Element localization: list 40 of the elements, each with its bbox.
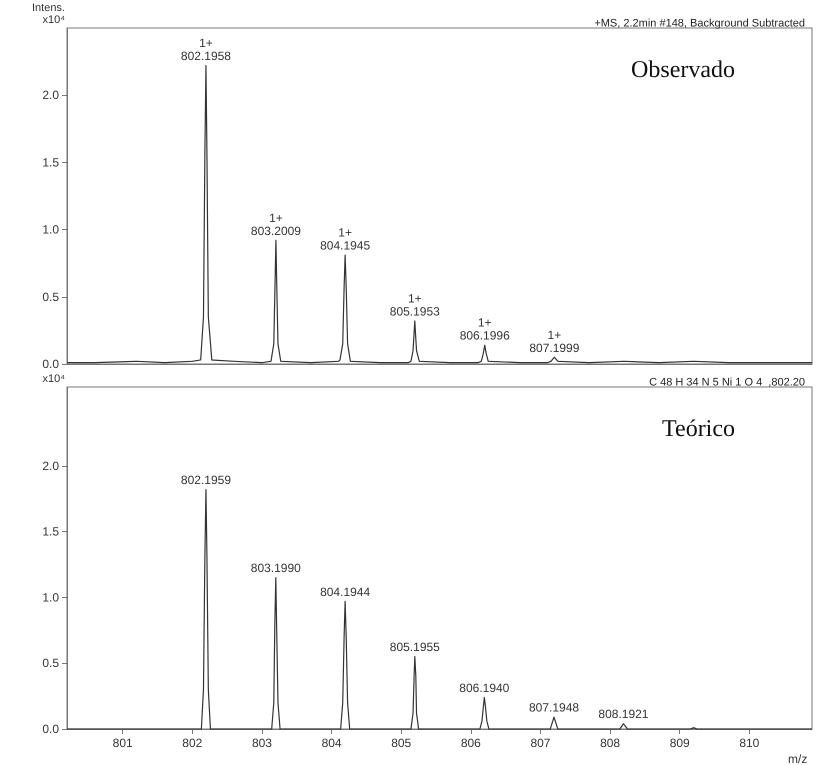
annotation: 808.1921 [598,707,649,722]
chart-subtitle: C 48 H 34 N 5 Ni 1 O 4 ,802.20 [649,376,806,388]
annotation: 802.1959 [180,473,232,488]
x-tick-label: 804 [322,736,342,750]
y-tick-label: 0.0 [42,722,60,736]
y-tick-label: 0.5 [42,290,60,304]
text: Teórico [662,416,736,442]
y-tick-label: 1.0 [42,222,60,237]
y-tick-label: 2.0 [42,458,60,473]
x-tick-label: 805 [391,736,412,750]
x-tick-label: 809 [670,736,690,750]
y-tick-label: 2.0 [42,88,60,102]
y-axis-title: x10⁴ [42,373,66,385]
x-tick-label: 807 [530,736,551,750]
text: Observado [631,57,735,83]
y-tick-label: 1.5 [42,524,60,539]
x-tick-label: 801 [112,736,134,750]
chart-subtitle: +MS, 2.2min #148, Background Subtracted [594,18,805,30]
annotation: 805.1955 [390,640,440,654]
y-tick-label: 1.0 [42,590,60,604]
annotation: 1+ 804.1945 [320,226,370,253]
x-tick-label: 806 [460,736,482,750]
annotation: 803.1990 [250,561,302,576]
x-tick-label: 802 [182,736,203,750]
x-tick-label: 810 [739,736,760,750]
x-axis-title: m/z [788,752,808,765]
annotation: 804.1944 [320,584,370,599]
annotation: 807.1948 [528,700,580,715]
annotation: 1+ 806.1996 [460,316,510,343]
y-tick-label: 0.5 [42,656,60,670]
x-tick-label: 808 [600,736,620,750]
y-tick-label: 0.0 [42,357,60,371]
annotation: 1+ 805.1953 [390,291,440,318]
annotation: 806.1940 [459,680,510,695]
y-tick-label: 1.5 [42,155,60,170]
annotation: 1+ 802.1958 [180,36,232,64]
x-tick-label: 803 [252,736,272,750]
y-axis-title: Intens. x10⁴ [32,2,66,26]
annotation: 1+ 807.1999 [529,328,580,355]
annotation: 1+ 803.2009 [250,210,302,238]
